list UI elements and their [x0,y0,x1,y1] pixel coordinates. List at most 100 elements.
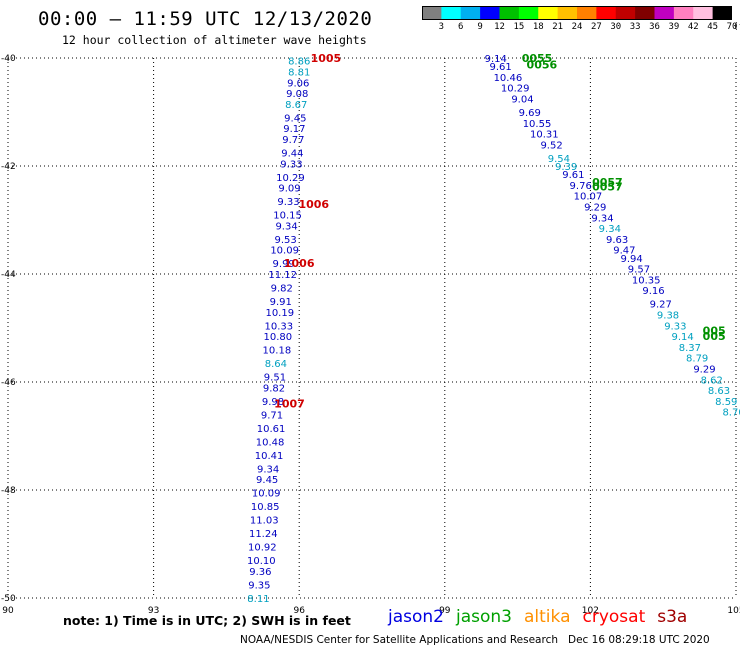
swh-point-label: 9.29 [584,203,606,214]
satellite-legend: jason2 jason3 altika cryosat s3a [388,607,699,627]
swh-point-label: 9.57 [628,265,650,276]
colorbar-label: 42 [687,22,699,32]
colorbar-label: 24 [571,22,583,32]
swh-point-label: 9.69 [519,108,541,119]
swh-point-label: 10.48 [256,437,285,448]
swh-point-label: 9.33 [277,197,299,208]
swh-point-label: 9.34 [257,464,279,475]
y-tick-label: -48 [1,486,16,496]
swh-point-label: 9.45 [284,113,306,124]
swh-point-label: 9.82 [271,284,293,295]
swh-point-label: 9.09 [278,184,300,195]
y-tick-label: -44 [1,270,16,280]
colorbar-label: 27 [590,22,602,32]
swh-point-label: 10.15 [273,211,302,222]
swh-point-label: 10.55 [523,119,552,130]
swh-point-label: 10.46 [494,73,523,84]
swh-point-label: 9.39 [555,162,577,173]
swh-point-label: 9.61 [562,170,584,181]
swh-point-label: 1006 [298,198,329,211]
colorbar-label: 30 [610,22,622,32]
swh-point-label: 9.54 [548,154,570,165]
colorbar-label: (ft) [733,22,740,32]
swh-point-label: 9.33 [280,159,302,170]
swh-point-label: 9.99 [273,259,295,270]
swh-point-label: 9.45 [256,475,278,486]
swh-point-label: 10.61 [257,424,286,435]
swh-point-label: 0056 [527,58,558,71]
swh-point-label: 8.70 [722,408,740,419]
colorbar-swatch [712,6,732,20]
y-tick-label: -42 [1,162,16,172]
colorbar-swatch [673,6,694,20]
colorbar-swatch [480,6,500,20]
swh-point-label: 0055 [522,52,553,65]
swh-point-label: 9.34 [591,213,613,224]
colorbar-label: 36 [649,22,660,32]
swh-point-label: 9.35 [248,581,270,592]
swh-point-label: 9.76 [570,181,592,192]
swh-point-label: 9.14 [671,332,693,343]
swh-point-label: 9.44 [281,149,303,160]
swh-point-label: 9.47 [613,246,635,257]
x-tick-label: 96 [293,606,305,616]
swh-point-label: 9.08 [286,89,308,100]
swh-point-label: 9.82 [263,383,285,394]
swh-point-label: 9.36 [249,567,271,578]
swh-point-label: 0057 [592,176,623,189]
swh-point-label: 10.09 [252,489,281,500]
swh-point-label: 9.33 [664,321,686,332]
swh-point-label: 1005 [311,52,342,65]
colorbar-label: 3 [438,22,445,32]
swh-point-label: 10.33 [264,321,293,332]
map-title: 00:00 – 11:59 UTC 12/13/2020 [38,8,373,30]
swh-point-label: 10.31 [530,130,559,141]
swh-point-label: 0057 [592,181,623,194]
swh-point-label: 10.10 [247,556,276,567]
swh-point-label: 9.77 [282,135,304,146]
swh-point-label: 9.52 [540,140,562,151]
swh-point-label: 11.24 [249,529,278,540]
swh-point-label: 10.80 [264,332,293,343]
colorbar-label: 6 [458,22,464,32]
swh-point-label: 1007 [274,398,305,411]
footer-note: note: 1) Time is in UTC; 2) SWH is in fe… [63,613,351,628]
swh-point-label: 8.67 [285,100,307,111]
legend-jason3: jason3 [456,607,512,627]
swh-point-label: 9.04 [511,95,533,106]
swh-point-label: 8.63 [708,386,730,397]
swh-point-label: 8.81 [288,68,310,79]
swh-point-label: 9.27 [650,300,672,311]
swh-point-label: 9.51 [264,373,286,384]
legend-s3a: s3a [657,607,688,627]
swh-point-label: 1006 [284,257,315,270]
colorbar-swatch [460,6,481,20]
swh-point-label: 10.29 [276,173,305,184]
colorbar-swatch [422,6,442,20]
x-tick-label: 90 [2,606,14,616]
colorbar-swatch [538,6,559,20]
swh-point-label: 9.17 [283,124,305,135]
y-tick-label: -46 [1,378,16,388]
colorbar-label: 33 [629,22,641,32]
colorbar-label: 9 [477,22,483,32]
swh-point-label: 10.18 [263,346,292,357]
swh-point-label: 8.86 [288,57,310,68]
swh-point-label: 10.29 [501,84,530,95]
swh-point-label: 9.91 [270,297,292,308]
swh-point-label: 10.92 [248,543,277,554]
swh-point-label: 9.34 [275,221,297,232]
colorbar-swatch [441,6,462,20]
swh-point-label: 10.07 [574,192,603,203]
y-tick-label: -50 [1,594,16,604]
swh-point-label: 8.59 [715,397,737,408]
colorbar-swatch [499,6,520,20]
x-tick-label: 99 [439,606,451,616]
colorbar-label: 12 [494,22,505,32]
colorbar-label: 18 [532,22,544,32]
swh-point-label: 005 [703,325,726,338]
swh-point-label: 8.11 [247,594,269,605]
swh-point-label: 10.09 [270,246,299,257]
x-tick-label: 93 [148,606,159,616]
